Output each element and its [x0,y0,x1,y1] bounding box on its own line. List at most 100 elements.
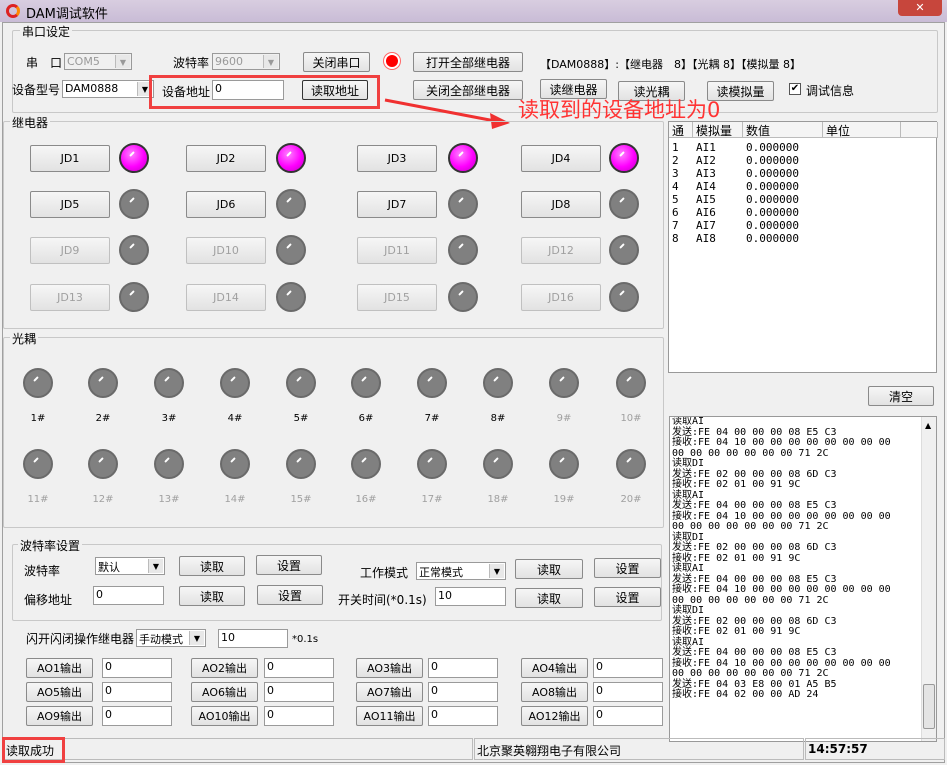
relay-button-jd1[interactable]: JD1 [30,145,110,172]
column-header[interactable]: 通 [669,122,693,138]
relay-button-jd10[interactable]: JD10 [186,237,266,264]
table-cell: 6 [672,206,679,219]
opto-label: 9# [556,413,572,424]
ao1-value-input[interactable]: 0 [102,658,172,678]
log-line: 读取DI [672,458,705,469]
close-all-relays-button[interactable]: 关闭全部继电器 [413,80,523,100]
log-line: 发送:FE 02 00 00 00 08 6D C3 [672,468,837,480]
ao10-value-input[interactable]: 0 [264,706,334,726]
ao8-value-input[interactable]: 0 [593,682,663,702]
column-header[interactable]: 数值 [743,122,823,138]
ao7-output-button[interactable]: AO7输出 [356,682,423,702]
ao2-value-input[interactable]: 0 [264,658,334,678]
flash-time-input[interactable]: 10 [218,629,288,648]
chevron-down-icon: ▼ [137,82,152,96]
relay-button-jd7[interactable]: JD7 [357,191,437,218]
ao11-value-input[interactable]: 0 [428,706,498,726]
baud-read-button[interactable]: 读取 [179,556,245,576]
relay-button-jd4[interactable]: JD4 [521,145,601,172]
ao2-output-button[interactable]: AO2输出 [191,658,258,678]
scroll-thumb[interactable] [923,684,935,729]
log-line: 读取AI [672,489,705,501]
read-relay-button[interactable]: 读继电器 [540,79,607,99]
log-line: 读取AI [672,416,705,427]
offset-read-button[interactable]: 读取 [179,586,245,606]
ao6-value-input[interactable]: 0 [264,682,334,702]
baud-select[interactable]: 9600 ▼ [212,53,280,70]
work-mode-select[interactable]: 正常模式 ▼ [416,562,506,580]
log-scrollbar[interactable]: ▲ [921,417,936,741]
read-analog-button[interactable]: 读模拟量 [707,81,774,101]
column-header-filler [901,122,938,138]
table-row[interactable]: 2 AI2 0.000000 [669,154,936,167]
relay-button-jd13[interactable]: JD13 [30,284,110,311]
relay-button-jd16[interactable]: JD16 [521,284,601,311]
relay-button-jd15[interactable]: JD15 [357,284,437,311]
ao7-value-input[interactable]: 0 [428,682,498,702]
ao4-output-button[interactable]: AO4输出 [521,658,588,678]
mode-read-button[interactable]: 读取 [515,559,583,579]
log-line: 00 00 00 00 00 00 00 71 2C [672,447,829,459]
table-row[interactable]: 1 AI1 0.000000 [669,141,936,154]
relay-button-jd3[interactable]: JD3 [357,145,437,172]
column-header[interactable]: 模拟量 [693,122,743,138]
chevron-down-icon: ▼ [263,55,278,68]
relay-button-jd5[interactable]: JD5 [30,191,110,218]
clear-button[interactable]: 清空 [868,386,934,406]
switch-time-input[interactable]: 10 [435,587,506,606]
ao10-output-button[interactable]: AO10输出 [191,706,258,726]
baud-rate-select[interactable]: 默认 ▼ [95,557,165,575]
ao5-value-input[interactable]: 0 [102,682,172,702]
ao12-output-button[interactable]: AO12输出 [521,706,588,726]
ao6-output-button[interactable]: AO6输出 [191,682,258,702]
debug-log[interactable]: 读取AI 发送:FE 04 00 00 00 08 E5 C3 接收:FE 04 1… [669,416,937,742]
ao9-output-button[interactable]: AO9输出 [26,706,93,726]
table-row[interactable]: 8 AI8 0.000000 [669,232,936,245]
ao9-value-input[interactable]: 0 [102,706,172,726]
ao5-output-button[interactable]: AO5输出 [26,682,93,702]
ao8-output-button[interactable]: AO8输出 [521,682,588,702]
offset-set-button[interactable]: 设置 [257,585,323,605]
chevron-down-icon: ▼ [115,55,130,68]
relay-button-jd8[interactable]: JD8 [521,191,601,218]
offset-label: 偏移地址 [24,593,73,607]
open-all-relays-button[interactable]: 打开全部继电器 [413,52,523,72]
time-read-button[interactable]: 读取 [515,588,583,608]
relay-button-jd6[interactable]: JD6 [186,191,266,218]
relay-button-jd11[interactable]: JD11 [357,237,437,264]
close-port-button[interactable]: 关闭串口 [303,52,370,72]
read-opto-button[interactable]: 读光耦 [618,81,685,101]
table-row[interactable]: 5 AI5 0.000000 [669,193,936,206]
ao4-value-input[interactable]: 0 [593,658,663,678]
opto-lamp-icon [88,368,118,398]
model-select[interactable]: DAM0888 ▼ [62,80,154,98]
table-row[interactable]: 6 AI6 0.000000 [669,206,936,219]
port-select[interactable]: COM5 ▼ [64,53,132,70]
address-input[interactable]: 0 [212,80,284,100]
relay-button-jd14[interactable]: JD14 [186,284,266,311]
read-address-button[interactable]: 读取地址 [302,80,368,100]
relay-button-jd2[interactable]: JD2 [186,145,266,172]
relay-button-jd9[interactable]: JD9 [30,237,110,264]
column-header[interactable]: 单位 [823,122,901,138]
scroll-up-icon[interactable]: ▲ [925,421,932,430]
ao1-output-button[interactable]: AO1输出 [26,658,93,678]
table-cell: 2 [672,154,679,167]
ao12-value-input[interactable]: 0 [593,706,663,726]
flash-mode-select[interactable]: 手动模式 ▼ [136,629,206,647]
table-row[interactable]: 7 AI7 0.000000 [669,219,936,232]
baud-value: 9600 [215,55,243,68]
table-row[interactable]: 4 AI4 0.000000 [669,180,936,193]
ao3-value-input[interactable]: 0 [428,658,498,678]
debug-checkbox[interactable]: ✔ [789,83,801,95]
relay-lamp-icon [448,189,478,219]
ao3-output-button[interactable]: AO3输出 [356,658,423,678]
ao11-output-button[interactable]: AO11输出 [356,706,423,726]
baud-set-button[interactable]: 设置 [256,555,322,575]
time-set-button[interactable]: 设置 [594,587,661,607]
table-row[interactable]: 3 AI3 0.000000 [669,167,936,180]
offset-input[interactable]: 0 [93,586,164,605]
close-window-button[interactable]: ✕ [898,0,942,16]
relay-button-jd12[interactable]: JD12 [521,237,601,264]
mode-set-button[interactable]: 设置 [594,558,661,578]
